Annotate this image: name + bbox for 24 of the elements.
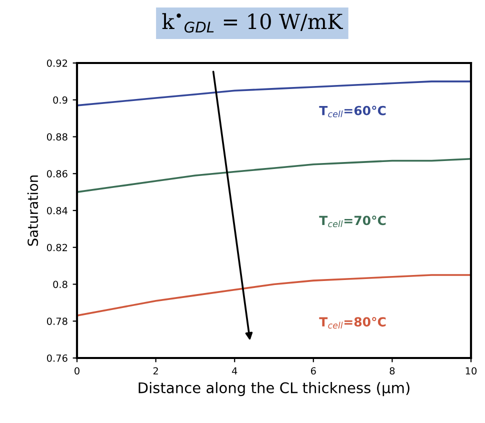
x-tick-label: 8 bbox=[390, 367, 395, 375]
y-axis-title: Saturation bbox=[27, 175, 38, 246]
x-tick-label: 10 bbox=[466, 367, 477, 375]
text: T$_{cell}$=80°C bbox=[319, 317, 386, 329]
y-tick-label: 0.88 bbox=[46, 133, 68, 141]
x-tick-label: 6 bbox=[310, 367, 316, 375]
x-tick-label: 0 bbox=[74, 367, 80, 375]
line-series bbox=[77, 80, 471, 106]
y-tick-label: 0.76 bbox=[46, 354, 68, 362]
chart-title: k$^{•}$$_{GDL}$ = 10 W/mK bbox=[162, 13, 343, 33]
line-series bbox=[77, 158, 471, 193]
series-label: T$_{cell}$=60°C bbox=[319, 106, 386, 118]
y-tick-label: 0.82 bbox=[46, 244, 67, 252]
x-axis-title: Distance along the CL thickness (µm) bbox=[138, 382, 410, 396]
x-tick-label: 4 bbox=[232, 367, 238, 374]
y-tick-label: 0.9 bbox=[53, 96, 68, 104]
line-series bbox=[77, 274, 471, 316]
text: T$_{cell}$=70°C bbox=[319, 216, 386, 228]
y-tick-label: 0.92 bbox=[46, 59, 67, 67]
y-tick-label: 0.78 bbox=[46, 318, 68, 325]
y-tick-label: 0.84 bbox=[46, 206, 68, 214]
x-tick-label: 2 bbox=[153, 367, 158, 374]
y-tick-label: 0.86 bbox=[46, 170, 68, 178]
y-tick-label: 0.8 bbox=[53, 280, 68, 288]
